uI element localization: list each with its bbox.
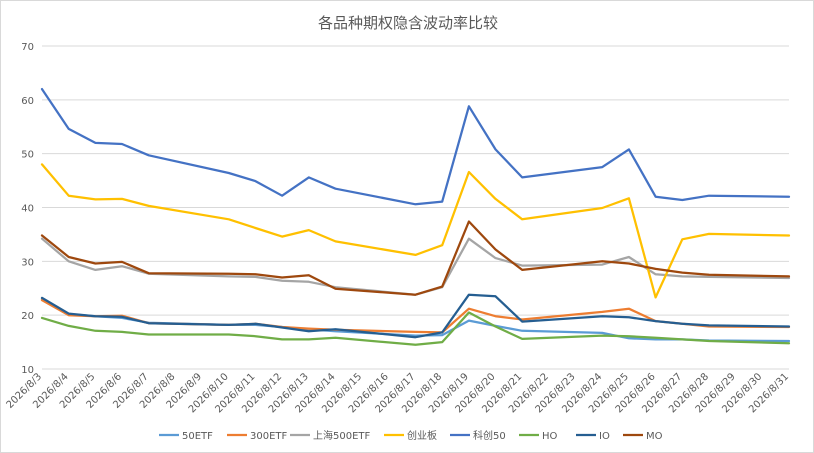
series-line-3 [40, 163, 791, 299]
legend: 50ETF 300ETF 上海500ETF 创业板 科创50 HO IO MO [159, 429, 663, 442]
series-line-5 [40, 311, 791, 346]
y-tick-label: 50 [21, 150, 34, 161]
series-layer [40, 87, 791, 346]
y-tick-label: 60 [21, 96, 34, 107]
legend-label: HO [542, 431, 558, 442]
grid-layer [42, 45, 789, 370]
y-tick-label: 20 [21, 311, 34, 322]
legend-label: 科创50 [473, 429, 506, 442]
legend-label: MO [646, 431, 663, 442]
legend-label: 上海500ETF [313, 429, 371, 442]
chart-title: 各品种期权隐含波动率比较 [318, 14, 498, 32]
y-tick-label: 30 [21, 257, 34, 268]
x-axis: 2026/8/32026/8/42026/8/52026/8/62026/8/7… [5, 371, 792, 415]
y-tick-label: 70 [21, 42, 34, 53]
legend-label: 50ETF [182, 431, 213, 442]
legend-label: IO [599, 431, 610, 442]
y-tick-label: 40 [21, 204, 34, 215]
legend-label: 300ETF [250, 431, 288, 442]
series-line-4 [40, 87, 791, 206]
legend-label: 创业板 [407, 429, 437, 442]
y-tick-label: 10 [21, 365, 34, 376]
series-line-1 [40, 298, 791, 334]
series-line-2 [40, 237, 791, 296]
y-axis: 10 20 30 40 50 60 70 [21, 42, 34, 376]
series-line-7 [40, 220, 791, 296]
series-line-6 [40, 293, 791, 339]
